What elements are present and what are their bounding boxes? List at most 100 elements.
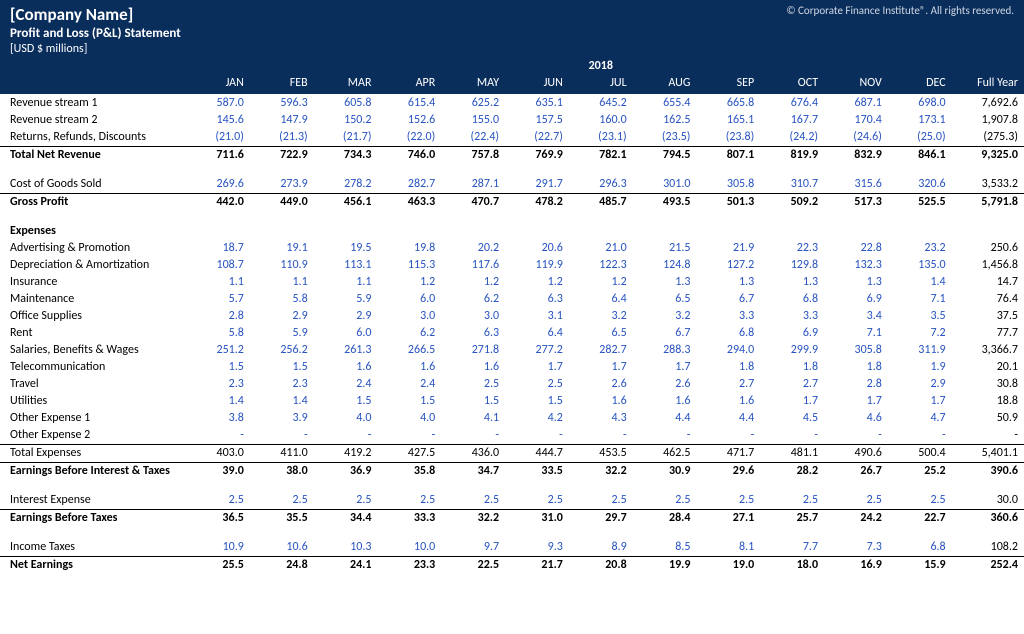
- month-cell: 478.2: [505, 194, 569, 212]
- month-cell: 22.7: [888, 510, 952, 528]
- month-cell: -: [760, 427, 824, 445]
- month-cell: 110.9: [250, 257, 314, 274]
- table-row: Depreciation & Amortization108.7110.9113…: [0, 257, 1024, 274]
- month-cell: 1.7: [760, 393, 824, 410]
- month-cell: 305.8: [696, 176, 760, 194]
- table-row: Earnings Before Taxes36.535.534.433.332.…: [0, 510, 1024, 528]
- month-cell: 129.8: [760, 257, 824, 274]
- month-cell: 2.3: [250, 376, 314, 393]
- month-header: FEB: [250, 75, 314, 95]
- month-cell: 22.3: [760, 240, 824, 257]
- month-cell: 122.3: [569, 257, 633, 274]
- month-cell: 2.8: [824, 376, 888, 393]
- month-cell: -: [186, 427, 250, 445]
- full-year-cell: 250.6: [952, 240, 1024, 257]
- month-cell: (25.0): [888, 129, 952, 147]
- month-cell: 501.3: [696, 194, 760, 212]
- month-cell: 3.9: [250, 410, 314, 427]
- month-cell: 35.5: [250, 510, 314, 528]
- month-cell: 442.0: [186, 194, 250, 212]
- month-cell: 28.2: [760, 463, 824, 481]
- month-cell: 155.0: [441, 112, 505, 129]
- month-cell: 113.1: [314, 257, 378, 274]
- row-label: Total Expenses: [0, 445, 186, 463]
- month-header: NOV: [824, 75, 888, 95]
- month-cell: (24.2): [760, 129, 824, 147]
- currency-units: [USD $ millions]: [10, 42, 1014, 56]
- month-cell: -: [505, 427, 569, 445]
- month-cell: -: [377, 427, 441, 445]
- month-cell: 1.4: [888, 274, 952, 291]
- table-row: Rent5.85.96.06.26.36.46.56.76.86.97.17.2…: [0, 325, 1024, 342]
- month-cell: 1.5: [505, 393, 569, 410]
- month-cell: 7.2: [888, 325, 952, 342]
- row-label: Income Taxes: [0, 539, 186, 557]
- month-cell: 6.9: [824, 291, 888, 308]
- month-cell: 1.3: [696, 274, 760, 291]
- month-cell: 287.1: [441, 176, 505, 194]
- month-cell: 7.1: [888, 291, 952, 308]
- row-label: Total Net Revenue: [0, 147, 186, 165]
- month-cell: 1.1: [250, 274, 314, 291]
- month-cell: 1.2: [377, 274, 441, 291]
- month-cell: 23.2: [888, 240, 952, 257]
- month-header: JAN: [186, 75, 250, 95]
- month-cell: 18.0: [760, 557, 824, 575]
- month-cell: 1.2: [441, 274, 505, 291]
- month-cell: 1.6: [314, 359, 378, 376]
- month-cell: 19.8: [377, 240, 441, 257]
- month-cell: 4.0: [377, 410, 441, 427]
- month-cell: 734.3: [314, 147, 378, 165]
- month-cell: 3.3: [760, 308, 824, 325]
- month-cell: 2.5: [505, 492, 569, 510]
- month-cell: -: [441, 427, 505, 445]
- month-cell: 1.6: [377, 359, 441, 376]
- month-cell: 269.6: [186, 176, 250, 194]
- row-label: Travel: [0, 376, 186, 393]
- month-cell: 635.1: [505, 95, 569, 113]
- month-cell: 2.6: [633, 376, 697, 393]
- month-cell: 1.3: [633, 274, 697, 291]
- pl-table: 2018JANFEBMARAPRMAYJUNJULAUGSEPOCTNOVDEC…: [0, 58, 1024, 574]
- row-label: Net Earnings: [0, 557, 186, 575]
- month-cell: 157.5: [505, 112, 569, 129]
- month-cell: 2.9: [888, 376, 952, 393]
- month-cell: 2.6: [569, 376, 633, 393]
- column-header-row: JANFEBMARAPRMAYJUNJULAUGSEPOCTNOVDECFull…: [0, 75, 1024, 95]
- full-year-cell: 3,533.2: [952, 176, 1024, 194]
- month-cell: 665.8: [696, 95, 760, 113]
- month-cell: 10.3: [314, 539, 378, 557]
- table-row: Total Net Revenue711.6722.9734.3746.0757…: [0, 147, 1024, 165]
- month-cell: 605.8: [314, 95, 378, 113]
- month-cell: 1.9: [888, 359, 952, 376]
- table-row: Earnings Before Interest & Taxes39.038.0…: [0, 463, 1024, 481]
- month-cell: 310.7: [760, 176, 824, 194]
- month-cell: 2.5: [569, 492, 633, 510]
- month-header: AUG: [633, 75, 697, 95]
- month-cell: 1.5: [250, 359, 314, 376]
- month-cell: (23.8): [696, 129, 760, 147]
- month-cell: 33.3: [377, 510, 441, 528]
- month-cell: 1.7: [888, 393, 952, 410]
- month-cell: 27.1: [696, 510, 760, 528]
- full-year-cell: 14.7: [952, 274, 1024, 291]
- month-cell: 1.7: [505, 359, 569, 376]
- month-cell: 449.0: [250, 194, 314, 212]
- table-row: Revenue stream 2145.6147.9150.2152.6155.…: [0, 112, 1024, 129]
- full-year-cell: 1,907.8: [952, 112, 1024, 129]
- month-cell: 34.7: [441, 463, 505, 481]
- month-cell: 2.4: [377, 376, 441, 393]
- table-row: [0, 480, 1024, 492]
- month-cell: 278.2: [314, 176, 378, 194]
- row-label: Cost of Goods Sold: [0, 176, 186, 194]
- month-header: APR: [377, 75, 441, 95]
- month-cell: 832.9: [824, 147, 888, 165]
- month-cell: 273.9: [250, 176, 314, 194]
- month-cell: 757.8: [441, 147, 505, 165]
- month-cell: 282.7: [569, 342, 633, 359]
- month-cell: 305.8: [824, 342, 888, 359]
- month-cell: 846.1: [888, 147, 952, 165]
- month-cell: 5.9: [314, 291, 378, 308]
- month-cell: 127.2: [696, 257, 760, 274]
- month-cell: 277.2: [505, 342, 569, 359]
